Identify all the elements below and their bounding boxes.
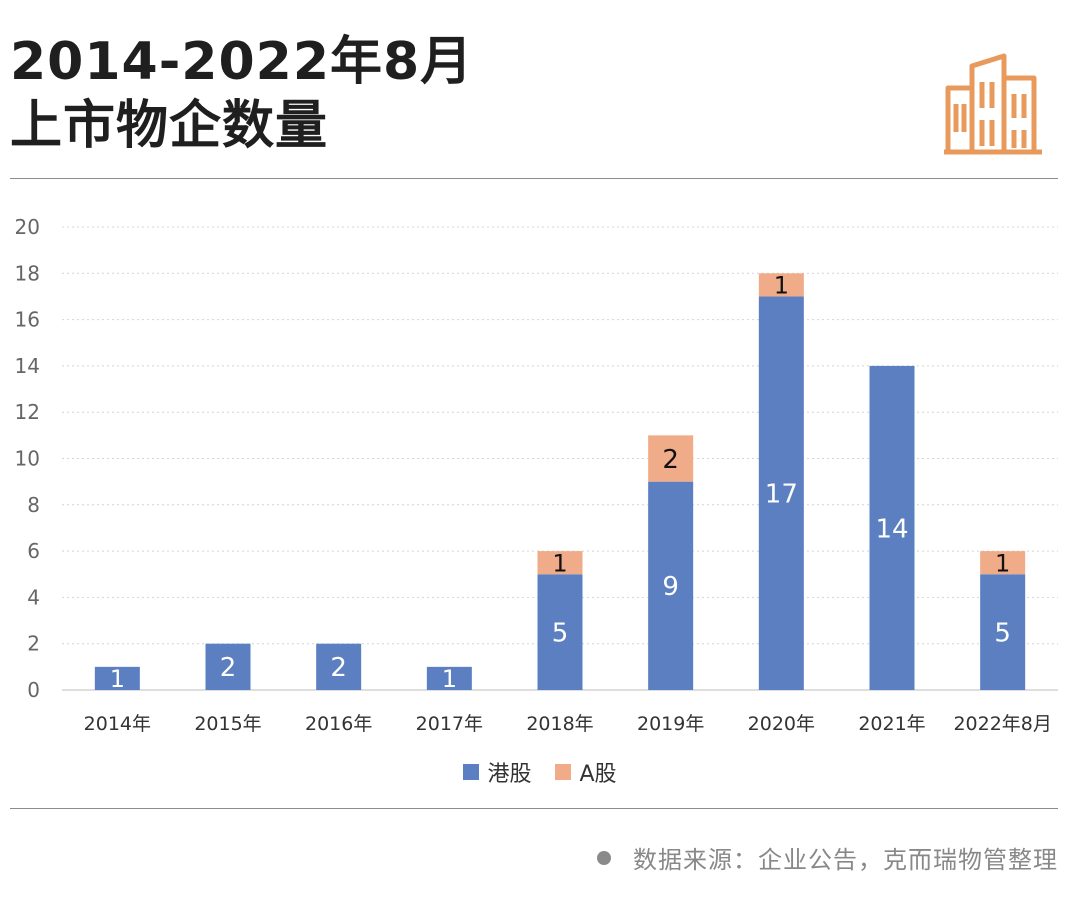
x-tick-label: 2015年 [194,713,261,735]
data-label: 2 [330,653,347,683]
y-tick-label: 2 [27,632,40,656]
legend-label-a: A股 [579,762,617,787]
bar-segment [537,574,583,690]
bar-segment [316,643,362,690]
x-tick-label: 2014年 [84,713,151,735]
y-tick-label: 6 [27,539,40,563]
x-tick-label: 2016年 [305,713,372,735]
y-tick-label: 18 [15,261,40,285]
x-tick-label: 2022年8月 [953,713,1051,735]
x-tick-label: 2019年 [637,713,704,735]
y-tick-label: 14 [15,354,40,378]
legend-label-hk: 港股 [487,762,532,787]
x-tick-label: 2021年 [858,713,925,735]
top-divider [10,178,1058,179]
y-tick-label: 10 [15,447,40,471]
bar-segment [980,574,1026,690]
legend-item-a: A股 [555,756,617,788]
source-text: 数据来源：企业公告，克而瑞物管整理 [633,846,1058,874]
building-icon [944,53,1042,155]
stacked-bar-chart: 0246810121416182012014年22015年22016年12017… [15,215,1058,735]
data-label: 14 [875,514,908,544]
legend-swatch-hk [463,764,480,780]
y-tick-label: 12 [15,400,40,424]
x-tick-label: 2020年 [748,713,815,735]
data-label: 2 [220,653,237,683]
x-tick-label: 2017年 [416,713,483,735]
y-tick-label: 20 [15,215,40,239]
data-label: 5 [994,618,1011,648]
bar-segment [205,643,251,690]
bar-segment [648,435,694,482]
data-label: 2 [662,445,679,475]
chart-title-line-1: 2014-2022年8月 [10,32,474,92]
bottom-divider [10,808,1058,809]
bar-segment [758,296,804,690]
y-tick-label: 4 [27,585,40,609]
bullet-dot-icon [597,850,611,865]
legend-item-hk: 港股 [463,756,531,788]
bar-segment [648,481,694,690]
chart-title-line-2: 上市物企数量 [10,96,329,156]
y-tick-label: 8 [27,493,40,517]
x-tick-label: 2018年 [526,713,593,735]
data-label: 9 [662,572,679,602]
data-label: 1 [552,549,567,577]
data-label: 1 [110,665,125,693]
bar-segment [426,666,472,690]
bar-segment [94,666,140,690]
title-block: 2014-2022年8月 上市物企数量 [10,30,473,158]
data-label: 17 [765,480,798,510]
data-label: 1 [774,272,789,300]
bar-segment [758,273,804,297]
source-note: 数据来源：企业公告，克而瑞物管整理 [597,840,1058,875]
bar-segment [537,551,583,575]
data-label: 1 [442,665,457,693]
y-tick-label: 0 [27,678,40,702]
legend-swatch-a [555,764,572,780]
data-label: 5 [552,618,569,648]
bar-segment [869,365,915,690]
y-tick-label: 16 [15,308,40,332]
bar-segment [980,551,1026,575]
chart-legend: 港股 A股 [0,756,1080,788]
data-label: 1 [995,549,1010,577]
